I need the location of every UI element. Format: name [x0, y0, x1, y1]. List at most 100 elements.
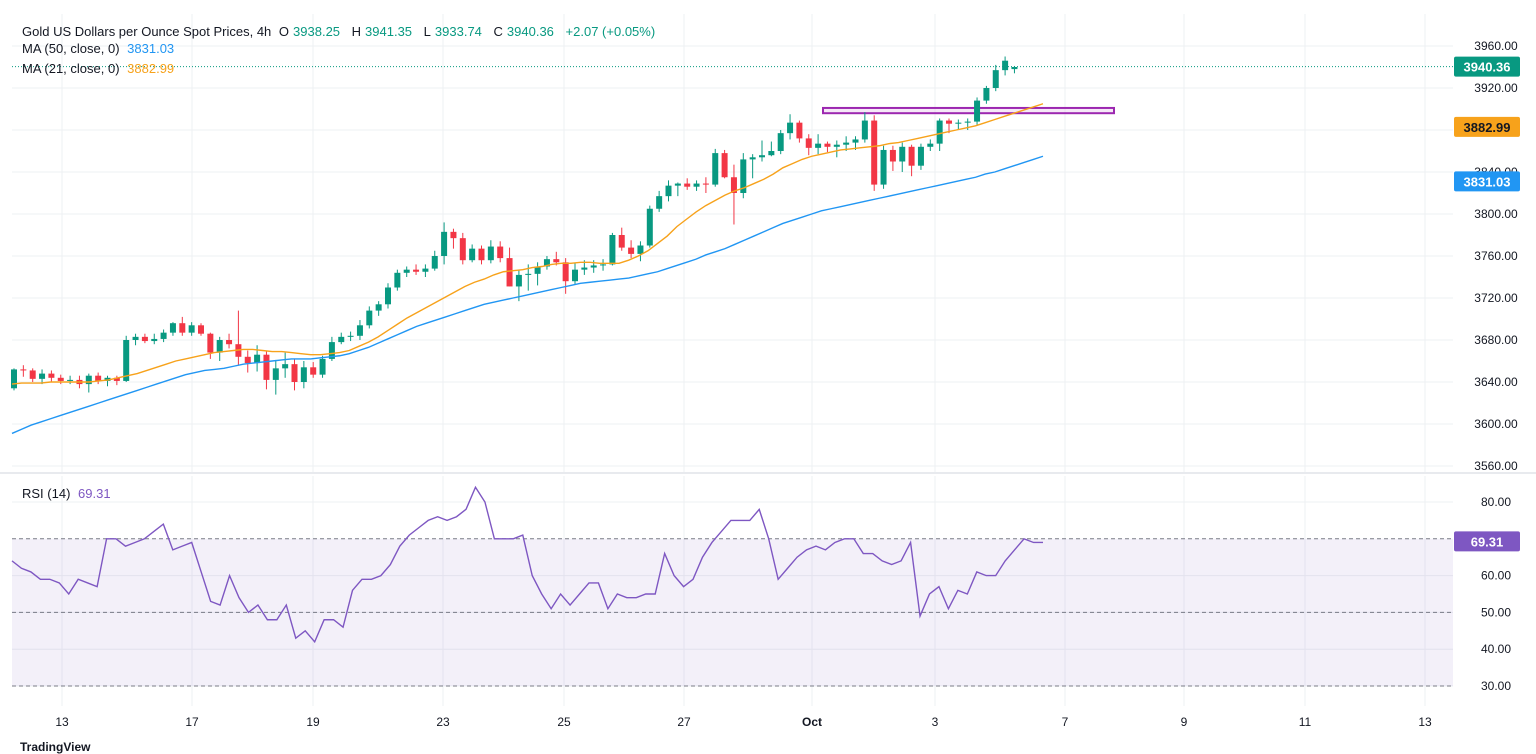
candlestick-series: [11, 56, 1018, 395]
ma50-value: 3831.03: [127, 41, 175, 56]
price-tick-label: 3560.00: [1474, 459, 1518, 473]
candle-body: [740, 159, 747, 193]
candle-body: [20, 369, 27, 371]
ma50-line: [11, 155, 1044, 435]
open-value: 3938.25: [293, 24, 341, 39]
value-tag-label: 3831.03: [1464, 174, 1511, 189]
candle-body: [871, 120, 878, 185]
value-tag-label: 69.31: [1471, 534, 1504, 549]
candle-body: [319, 358, 326, 375]
candle-body: [581, 267, 588, 270]
time-tick-label: 25: [557, 715, 571, 729]
time-tick-label: 27: [677, 715, 691, 729]
candle-body: [749, 157, 756, 160]
time-tick-label: 13: [55, 715, 69, 729]
candle-body: [899, 146, 906, 162]
candle-body: [824, 143, 831, 147]
candle-body: [338, 336, 345, 343]
candle-body: [431, 256, 438, 269]
candle-body: [67, 379, 74, 381]
candle-body: [628, 247, 635, 254]
rsi-value: 69.31: [78, 486, 111, 501]
candle-body: [525, 273, 532, 275]
price-grid: [12, 14, 1453, 472]
resistance-zone[interactable]: [822, 106, 1115, 115]
ma21-legend[interactable]: MA (21, close, 0) 3882.99: [22, 61, 178, 77]
candle-body: [590, 265, 597, 268]
candle-body: [553, 259, 560, 263]
candle-body: [787, 122, 794, 134]
candle-body: [385, 287, 391, 305]
candle-body: [815, 143, 822, 148]
candle-body: [974, 100, 981, 122]
rsi-tick-label: 30.00: [1481, 679, 1511, 693]
price-tick-label: 3800.00: [1474, 207, 1518, 221]
candle-body: [244, 356, 251, 364]
price-tick-label: 3960.00: [1474, 39, 1518, 53]
candle-body: [618, 235, 625, 248]
candle-body: [684, 183, 691, 187]
ohlc-high: H 3941.35: [352, 24, 416, 39]
value-tag-label: 3940.36: [1464, 60, 1511, 75]
candle-body: [459, 238, 466, 261]
time-axis[interactable]: 13 17 19 23 25 27 Oct 3 7 9 11 13: [55, 715, 1432, 729]
candle-body: [394, 272, 401, 288]
ma21-value: 3882.99: [127, 61, 175, 76]
value-tag: [1454, 56, 1520, 77]
ohlc-low: L 3933.74: [424, 24, 486, 39]
candle-body: [702, 183, 709, 185]
rsi-tick-label: 60.00: [1481, 569, 1511, 583]
ma50-legend[interactable]: MA (50, close, 0) 3831.03: [22, 41, 178, 57]
candle-body: [123, 340, 130, 381]
candle-body: [95, 375, 102, 381]
rsi-line: [11, 485, 1043, 644]
rsi-axis[interactable]: 80.00 60.00 50.00 40.00 30.00: [1481, 495, 1511, 693]
ma21-label: MA (21, close, 0): [22, 61, 120, 76]
candle-body: [665, 185, 672, 197]
candle-body: [730, 177, 737, 193]
candle-body: [805, 138, 812, 148]
candle-body: [356, 325, 363, 336]
candle-body: [132, 336, 139, 340]
candle-body: [908, 146, 915, 166]
rsi-label: RSI (14): [22, 486, 71, 501]
candle-body: [254, 354, 261, 364]
candle-body: [29, 370, 36, 379]
low-label: L: [423, 24, 431, 39]
candle-body: [48, 373, 55, 378]
price-axis[interactable]: 3960.003920.003880.003840.003800.003760.…: [1474, 39, 1518, 473]
time-tick-label: Oct: [802, 715, 822, 729]
candle-body: [263, 354, 270, 380]
candle-body: [600, 264, 607, 266]
candle-body: [179, 323, 186, 333]
candle-body: [1011, 67, 1018, 70]
candle-body: [347, 335, 354, 337]
candle-body: [983, 88, 990, 101]
chart-title: Gold US Dollars per Ounce Spot Prices, 4…: [22, 24, 272, 39]
candle-body: [543, 259, 550, 267]
rsi-band: [12, 538, 1453, 686]
candle-body: [693, 183, 700, 187]
candle-body: [515, 274, 522, 287]
rsi-tick-label: 50.00: [1481, 605, 1511, 619]
price-tick-label: 3920.00: [1474, 81, 1518, 95]
time-tick-label: 3: [932, 715, 939, 729]
candle-body: [403, 269, 410, 273]
rsi-legend[interactable]: RSI (14) 69.31: [22, 486, 115, 502]
candle-body: [889, 149, 896, 162]
candle-body: [609, 235, 616, 265]
candle-body: [861, 120, 868, 140]
candle-body: [39, 373, 46, 379]
value-tag: [1454, 531, 1520, 552]
candle-body: [151, 338, 158, 342]
change-value: +2.07 (+0.05%): [565, 24, 656, 39]
price-tick-label: 3720.00: [1474, 291, 1518, 305]
candle-body: [964, 121, 971, 123]
candle-body: [57, 377, 64, 381]
candle-body: [310, 367, 317, 375]
candle-body: [656, 196, 663, 209]
value-tag-label: 3882.99: [1464, 120, 1511, 135]
rsi-tick-label: 80.00: [1481, 495, 1511, 509]
ma21-line: [11, 103, 1044, 385]
